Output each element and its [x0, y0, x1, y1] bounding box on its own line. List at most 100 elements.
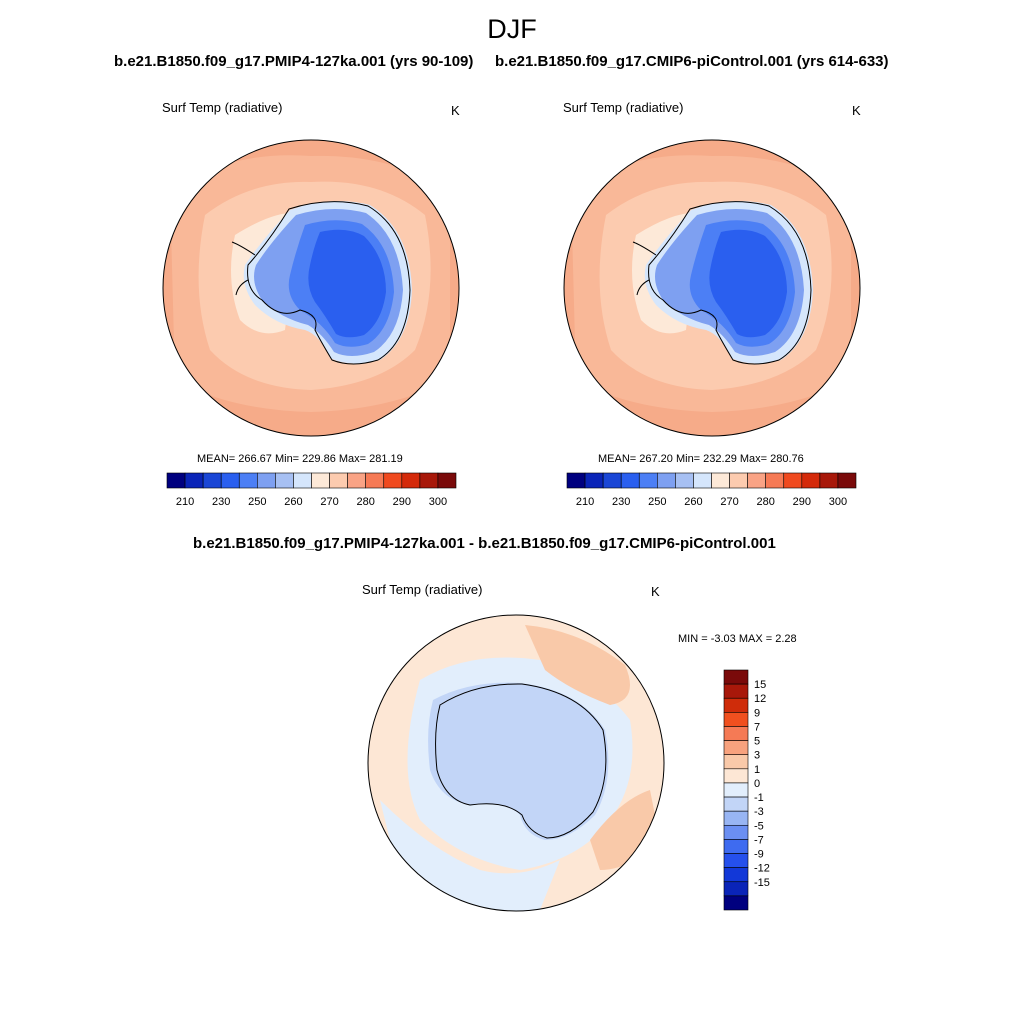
panel-3-colorbar: 15 12 9 7 5 3 1 0 -1 -3 -5 -7 -9 -12 -15 — [723, 669, 770, 911]
colorbar-swatch — [566, 472, 586, 489]
colorbar-tick-label: 250 — [248, 496, 266, 508]
panel-1-map-border — [162, 139, 460, 437]
colorbar-tick-label: 5 — [754, 736, 760, 748]
colorbar-swatch — [723, 754, 749, 770]
panel-2-map — [563, 139, 861, 437]
colorbar-tick-label: -15 — [754, 877, 770, 889]
colorbar-tick-label: 230 — [212, 496, 230, 508]
colorbar-swatch — [783, 472, 803, 489]
colorbar-swatch — [329, 472, 348, 489]
colorbar-swatch — [657, 472, 676, 489]
ice-sheet-core — [308, 229, 386, 338]
colorbar-swatch — [819, 472, 839, 489]
panel-2-colorbar: 210 230 250 260 270 280 290 300 — [566, 472, 857, 508]
colorbar-swatch — [765, 472, 785, 489]
colorbar-tick-label: -9 — [754, 849, 764, 861]
colorbar-swatch — [723, 895, 749, 911]
ice-sheet-core — [709, 229, 787, 338]
colorbar-swatch — [729, 472, 748, 489]
panel-2-map-border — [563, 139, 861, 437]
colorbar-tick-label: 290 — [393, 496, 411, 508]
colorbar-swatch — [723, 740, 749, 756]
colorbar-tick-label: -12 — [754, 863, 770, 875]
colorbar-swatch — [437, 472, 457, 489]
colorbar-swatch — [311, 472, 330, 489]
colorbar-swatch — [801, 472, 821, 489]
panel-3-map — [367, 614, 665, 912]
colorbar-tick-label: 15 — [754, 679, 766, 691]
antarctica-coastline — [648, 201, 812, 365]
colorbar-tick-label: 210 — [176, 496, 194, 508]
antarctica-coastline — [435, 683, 607, 839]
colorbar-swatch — [365, 472, 385, 489]
panel-1-units-label: K — [451, 103, 460, 118]
peninsula-coastline — [231, 241, 256, 296]
colorbar-swatch — [257, 472, 276, 489]
colorbar-tick-label: 270 — [720, 496, 738, 508]
colorbar-tick-label: -7 — [754, 834, 764, 846]
colorbar-swatch — [723, 697, 749, 713]
colorbar-tick-label: 280 — [357, 496, 375, 508]
colorbar-swatch — [723, 824, 749, 840]
panel-3-title: b.e21.B1850.f09_g17.PMIP4-127ka.001 - b.… — [193, 535, 776, 552]
panel-1-stats: MEAN= 266.67 Min= 229.86 Max= 281.19 — [197, 453, 403, 465]
colorbar-tick-label: 3 — [754, 750, 760, 762]
colorbar-swatch — [675, 472, 694, 489]
colorbar-tick-label: -1 — [754, 792, 764, 804]
colorbar-tick-label: 280 — [757, 496, 775, 508]
panel-2-title: b.e21.B1850.f09_g17.CMIP6-piControl.001 … — [495, 53, 889, 70]
colorbar-swatch — [723, 669, 749, 685]
colorbar-tick-label: 9 — [754, 707, 760, 719]
warming-region-north — [525, 625, 630, 705]
panel-1-colorbar: 210 230 250 260 270 280 290 300 — [166, 472, 457, 508]
colorbar-swatch — [275, 472, 294, 489]
colorbar-swatch — [723, 796, 749, 812]
figure-title: DJF — [487, 14, 537, 44]
colorbar-tick-label: 230 — [612, 496, 630, 508]
colorbar-swatch — [723, 683, 749, 699]
colorbar-swatch — [383, 472, 403, 489]
colorbar-tick-label: 290 — [793, 496, 811, 508]
colorbar-swatch — [723, 726, 749, 741]
colorbar-tick-label: -3 — [754, 806, 764, 818]
panel-2-variable-label: Surf Temp (radiative) — [563, 100, 684, 115]
colorbar-swatch — [693, 472, 712, 489]
colorbar-tick-label: 270 — [320, 496, 338, 508]
panel-3-variable-label: Surf Temp (radiative) — [362, 582, 483, 597]
colorbar-tick-label: 0 — [754, 778, 760, 790]
panel-2-units-label: K — [852, 103, 861, 118]
colorbar-swatch — [584, 472, 604, 489]
colorbar-tick-label: 7 — [754, 721, 760, 733]
colorbar-swatch — [723, 867, 749, 883]
colorbar-swatch — [723, 782, 749, 798]
panel-1-variable-label: Surf Temp (radiative) — [162, 100, 283, 115]
colorbar-swatch — [347, 472, 366, 489]
moderate-cooling-region — [428, 682, 609, 840]
panel-3-stats: MIN = -3.03 MAX = 2.28 — [678, 633, 797, 645]
colorbar-tick-label: 260 — [684, 496, 702, 508]
colorbar-swatch — [602, 472, 622, 489]
colorbar-tick-label: 250 — [648, 496, 666, 508]
colorbar-swatch — [419, 472, 439, 489]
colorbar-swatch — [747, 472, 766, 489]
colorbar-swatch — [620, 472, 640, 489]
antarctica-coastline — [247, 201, 411, 365]
panel-3-map-border — [367, 614, 665, 912]
panel-1-title: b.e21.B1850.f09_g17.PMIP4-127ka.001 (yrs… — [114, 53, 474, 70]
panel-1-map — [162, 139, 460, 437]
colorbar-tick-label: 260 — [284, 496, 302, 508]
panel-2-stats: MEAN= 267.20 Min= 232.29 Max= 280.76 — [598, 453, 804, 465]
colorbar-swatch — [220, 472, 240, 489]
colorbar-swatch — [638, 472, 658, 489]
colorbar-tick-label: 300 — [429, 496, 447, 508]
colorbar-swatch — [723, 768, 749, 784]
colorbar-swatch — [723, 853, 749, 868]
colorbar-swatch — [723, 881, 749, 897]
colorbar-swatch — [723, 839, 749, 854]
colorbar-swatch — [723, 810, 749, 826]
colorbar-swatch — [166, 472, 186, 489]
colorbar-swatch — [202, 472, 222, 489]
peninsula-coastline — [632, 241, 657, 296]
colorbar-tick-label: 1 — [754, 764, 760, 776]
